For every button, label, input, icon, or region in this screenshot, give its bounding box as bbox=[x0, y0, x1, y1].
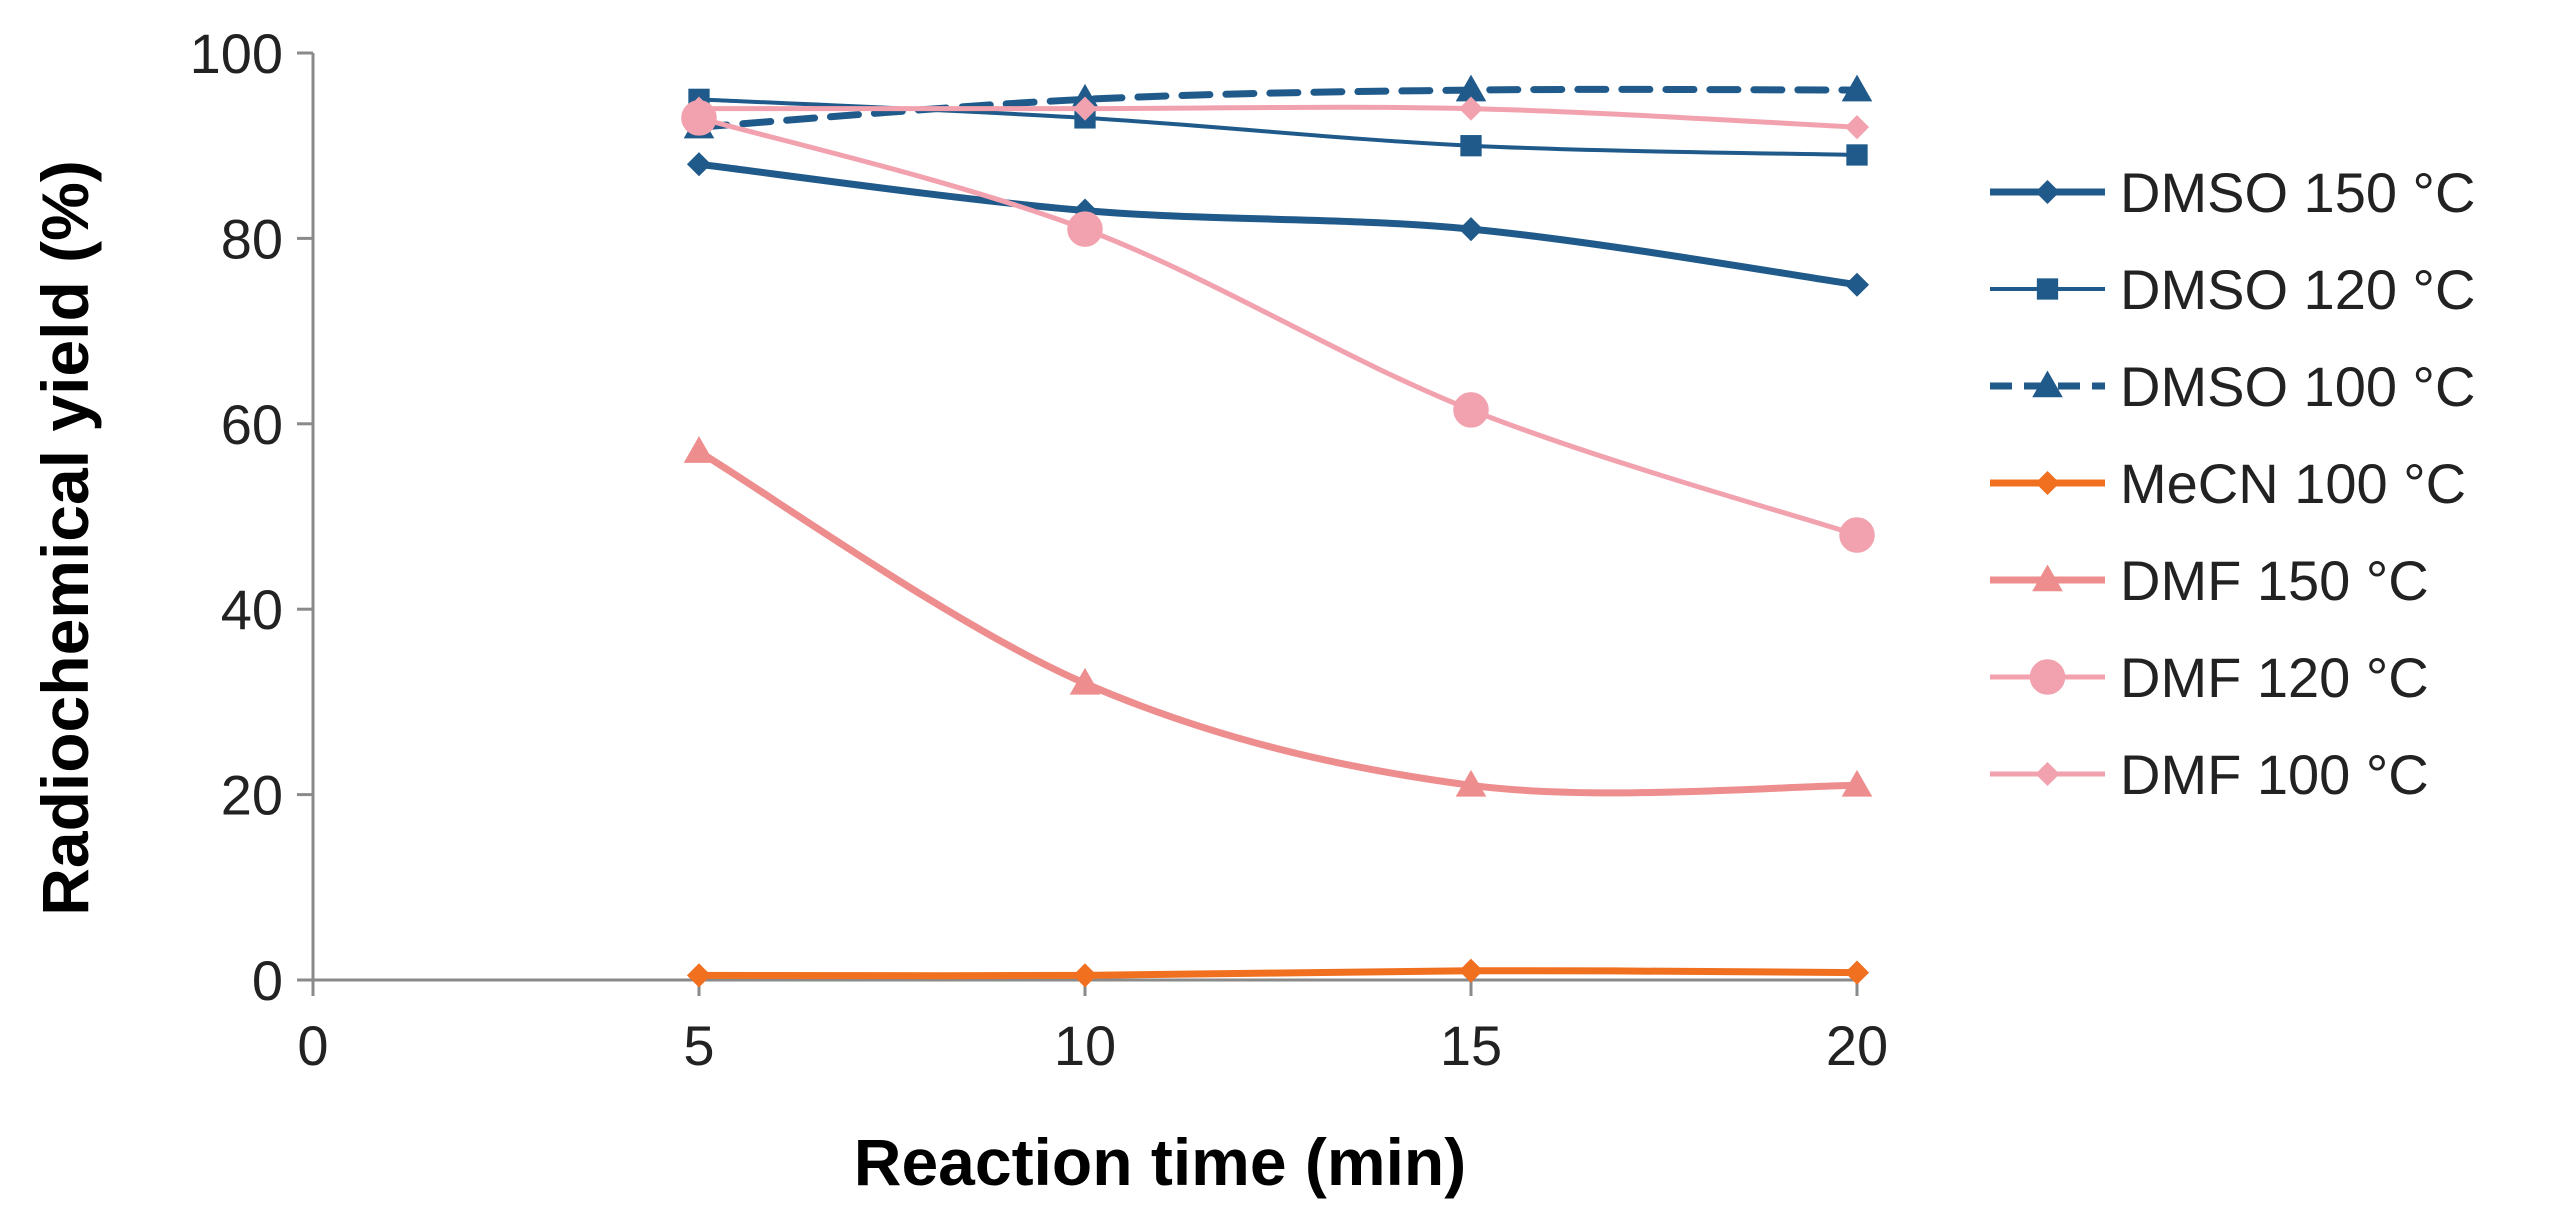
axes: 0 20 40 60 80 100 0 5 10 15 20 bbox=[190, 22, 1889, 1077]
legend-item: DMF 120 °C bbox=[1990, 646, 2429, 709]
data-point bbox=[1072, 963, 1098, 988]
legend-swatch-marker bbox=[2032, 564, 2063, 592]
data-point bbox=[1453, 392, 1489, 428]
series-4 bbox=[683, 436, 1873, 797]
data-point bbox=[686, 96, 712, 121]
legend-item: MeCN 100 °C bbox=[1990, 452, 2466, 515]
legend-swatch-marker bbox=[2029, 659, 2066, 695]
legend-swatch-marker bbox=[2035, 761, 2060, 787]
data-point bbox=[1072, 96, 1098, 121]
data-point bbox=[686, 963, 712, 988]
data-point bbox=[1458, 958, 1484, 983]
x-tick-label: 0 bbox=[297, 1014, 328, 1077]
legend: DMSO 150 °C DMSO 120 °C DMSO 100 °C MeCN 10… bbox=[1990, 161, 2475, 806]
y-tick-label: 20 bbox=[221, 764, 283, 827]
data-point bbox=[1841, 769, 1873, 797]
series-line bbox=[695, 448, 1861, 797]
series-6 bbox=[686, 96, 1870, 140]
data-point bbox=[1455, 769, 1487, 797]
y-tick-label: 80 bbox=[221, 207, 283, 270]
x-tick-label: 15 bbox=[1440, 1014, 1502, 1077]
data-point bbox=[1458, 96, 1484, 121]
series-line bbox=[695, 967, 1861, 980]
series-line bbox=[695, 160, 1861, 289]
legend-label: DMF 150 °C bbox=[2120, 549, 2429, 612]
x-tick-label: 20 bbox=[1826, 1014, 1888, 1077]
legend-item: DMSO 120 °C bbox=[1990, 258, 2475, 321]
y-axis-title: Radiochemical yield (%) bbox=[28, 160, 102, 916]
series-0 bbox=[686, 152, 1870, 297]
data-point bbox=[1067, 211, 1103, 247]
data-point bbox=[1844, 272, 1870, 297]
data-point bbox=[1460, 135, 1482, 157]
series-line bbox=[695, 85, 1861, 131]
series-5 bbox=[681, 100, 1875, 553]
data-point bbox=[686, 152, 712, 177]
legend-label: DMSO 100 °C bbox=[2120, 355, 2475, 418]
x-axis-title: Reaction time (min) bbox=[854, 1125, 1466, 1199]
legend-item: DMSO 100 °C bbox=[1990, 355, 2475, 418]
data-point bbox=[1458, 217, 1484, 242]
legend-label: DMF 120 °C bbox=[2120, 646, 2429, 709]
y-tick-label: 60 bbox=[221, 393, 283, 456]
legend-label: DMSO 150 °C bbox=[2120, 161, 2475, 224]
x-tick-label: 10 bbox=[1054, 1014, 1116, 1077]
y-tick-label: 0 bbox=[252, 949, 283, 1012]
legend-item: DMSO 150 °C bbox=[1990, 161, 2475, 224]
data-point bbox=[1841, 74, 1873, 102]
legend-label: DMSO 120 °C bbox=[2120, 258, 2475, 321]
series-3 bbox=[686, 958, 1870, 988]
legend-swatch-marker bbox=[2036, 278, 2059, 300]
series-line bbox=[696, 115, 1860, 538]
data-point bbox=[1069, 667, 1101, 695]
series-layer bbox=[681, 74, 1875, 988]
data-point bbox=[683, 436, 715, 463]
y-tick-label: 100 bbox=[190, 22, 283, 85]
legend-swatch-marker bbox=[2035, 470, 2060, 496]
y-tick-label: 40 bbox=[221, 578, 283, 641]
series-1 bbox=[688, 88, 1868, 166]
legend-swatch-marker bbox=[2032, 370, 2063, 398]
legend-label: DMF 100 °C bbox=[2120, 743, 2429, 806]
data-point bbox=[1839, 517, 1875, 553]
series-line bbox=[696, 104, 1860, 130]
data-point bbox=[1844, 960, 1870, 985]
legend-item: DMF 100 °C bbox=[1990, 743, 2429, 806]
legend-item: DMF 150 °C bbox=[1990, 549, 2429, 612]
legend-swatch-marker bbox=[2035, 179, 2060, 205]
data-point bbox=[1846, 144, 1868, 166]
x-tick-label: 5 bbox=[683, 1014, 714, 1077]
legend-label: MeCN 100 °C bbox=[2120, 452, 2466, 515]
data-point bbox=[1844, 115, 1870, 140]
